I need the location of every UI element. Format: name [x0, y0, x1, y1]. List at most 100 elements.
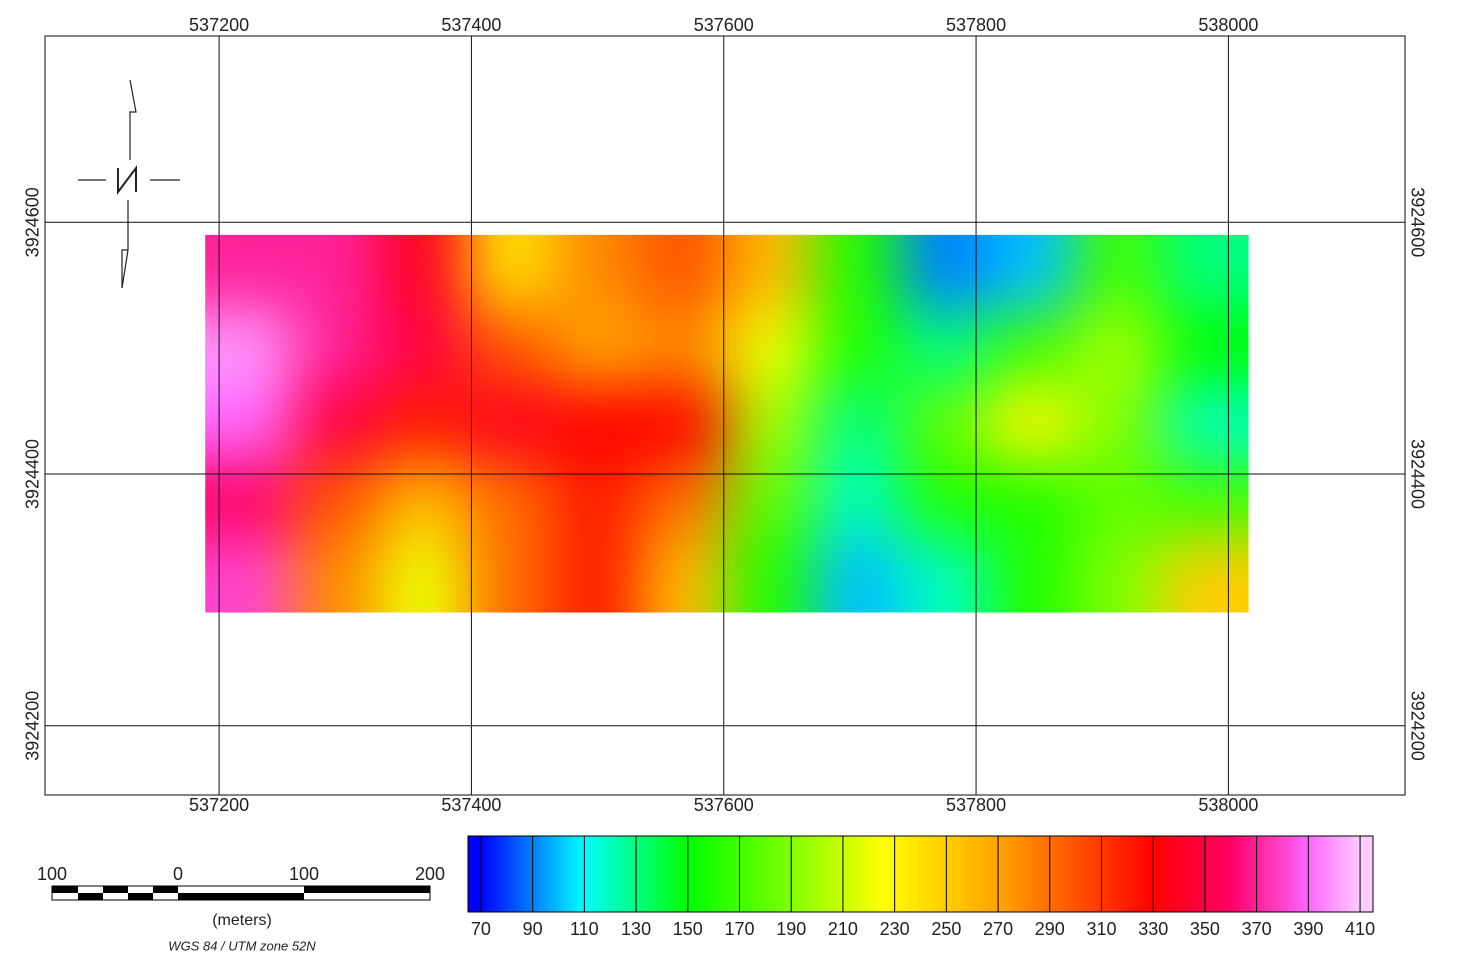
map-frame: [44, 35, 1406, 796]
colorbar-label: 390: [1293, 919, 1323, 939]
colorbar-label: 310: [1086, 919, 1116, 939]
raster-cell: [292, 234, 381, 312]
colorbar-label: 330: [1138, 919, 1168, 939]
raster-cell: [726, 385, 815, 463]
raster-cell: [205, 536, 294, 613]
y-tick-label: 3924600: [23, 187, 43, 257]
colorbar: [467, 835, 1374, 913]
colorbar-label: 130: [621, 919, 651, 939]
scale-label: 0: [173, 864, 183, 884]
scale-label: 200: [415, 864, 445, 884]
projection: WGS 84 / UTM zone 52N: [168, 938, 316, 953]
raster-cell: [1074, 234, 1163, 312]
raster-cell: [639, 310, 728, 387]
y-tick-label: 3924200: [1407, 691, 1427, 761]
raster-cell: [292, 385, 381, 463]
y-tick-label: 3924400: [1407, 439, 1427, 509]
colorbar-label: 250: [931, 919, 961, 939]
raster-cell: [1161, 461, 1249, 538]
raster-cell: [379, 310, 468, 387]
raster-cell: [1074, 310, 1163, 387]
raster-cell: [553, 385, 641, 463]
scale-unit: (meters): [212, 912, 272, 929]
y-tick-label: 3924600: [1407, 187, 1427, 257]
raster-cell: [466, 234, 555, 312]
raster-cell: [553, 234, 641, 312]
y-tick-label: 3924400: [23, 439, 43, 509]
raster-cell: [1161, 234, 1249, 312]
raster-cell: [813, 310, 902, 387]
colorbar-label: 170: [724, 919, 754, 939]
x-tick-label: 538000: [1198, 15, 1258, 35]
colorbar-label: 150: [673, 919, 703, 939]
colorbar-label: 210: [828, 919, 858, 939]
x-tick-label: 537200: [189, 15, 249, 35]
raster-cell: [379, 536, 468, 613]
raster-cell: [205, 234, 294, 312]
raster-cell: [900, 234, 989, 312]
raster-cell: [379, 385, 468, 463]
raster-cell: [639, 461, 728, 538]
raster-cell: [379, 234, 468, 312]
raster-cell: [1161, 536, 1249, 613]
raster-cell: [987, 234, 1076, 312]
raster-cell: [1074, 385, 1163, 463]
raster-cell: [813, 234, 902, 312]
scale-label: 100: [37, 864, 67, 884]
raster-cell: [726, 234, 815, 312]
raster-cell: [900, 385, 989, 463]
raster-cell: [987, 461, 1076, 538]
raster-cell: [639, 385, 728, 463]
colorbar-label: 290: [1035, 919, 1065, 939]
x-tick-label: 537400: [441, 15, 501, 35]
colorbar-label: 90: [523, 919, 543, 939]
x-tick-label: 537600: [694, 795, 754, 815]
colorbar-label: 350: [1190, 919, 1220, 939]
x-tick-label: 537200: [189, 795, 249, 815]
raster-cell: [726, 461, 815, 538]
raster-cell: [639, 234, 728, 312]
raster-cell: [639, 536, 728, 613]
raster-cell: [900, 310, 989, 387]
raster-cell: [726, 310, 815, 387]
raster-cell: [726, 536, 815, 613]
raster-cell: [553, 536, 641, 613]
raster-cell: [900, 461, 989, 538]
x-tick-label: 537600: [694, 15, 754, 35]
raster-cell: [466, 461, 555, 538]
colorbar-label: 230: [880, 919, 910, 939]
raster-cell: [379, 461, 468, 538]
raster-cell: [205, 461, 294, 538]
x-tick-label: 538000: [1198, 795, 1258, 815]
scale-label: 100: [289, 864, 319, 884]
raster-cell: [205, 385, 294, 463]
x-tick-label: 537800: [946, 15, 1006, 35]
raster-cell: [553, 310, 641, 387]
raster-cell: [987, 310, 1076, 387]
raster-cell: [1161, 385, 1249, 463]
raster-cell: [466, 310, 555, 387]
raster-cell: [1074, 461, 1163, 538]
raster-cell: [292, 461, 381, 538]
raster-cell: [1074, 536, 1163, 613]
raster-cell: [553, 461, 641, 538]
raster-cell: [987, 385, 1076, 463]
colorbar-label: 190: [776, 919, 806, 939]
raster-cell: [466, 385, 555, 463]
raster-cell: [205, 310, 294, 387]
north-arrow: [78, 79, 180, 289]
colorbar-label: 70: [471, 919, 491, 939]
raster-cell: [813, 385, 902, 463]
raster-cell: [813, 536, 902, 613]
x-tick-label: 537400: [441, 795, 501, 815]
raster-cell: [1161, 310, 1249, 387]
raster-cell: [292, 310, 381, 387]
raster-cell: [900, 536, 989, 613]
colorbar-label: 410: [1345, 919, 1375, 939]
x-tick-label: 537800: [946, 795, 1006, 815]
colorbar-label: 370: [1242, 919, 1272, 939]
raster-cell: [466, 536, 555, 613]
raster-cell: [987, 536, 1076, 613]
raster: [205, 234, 1249, 613]
